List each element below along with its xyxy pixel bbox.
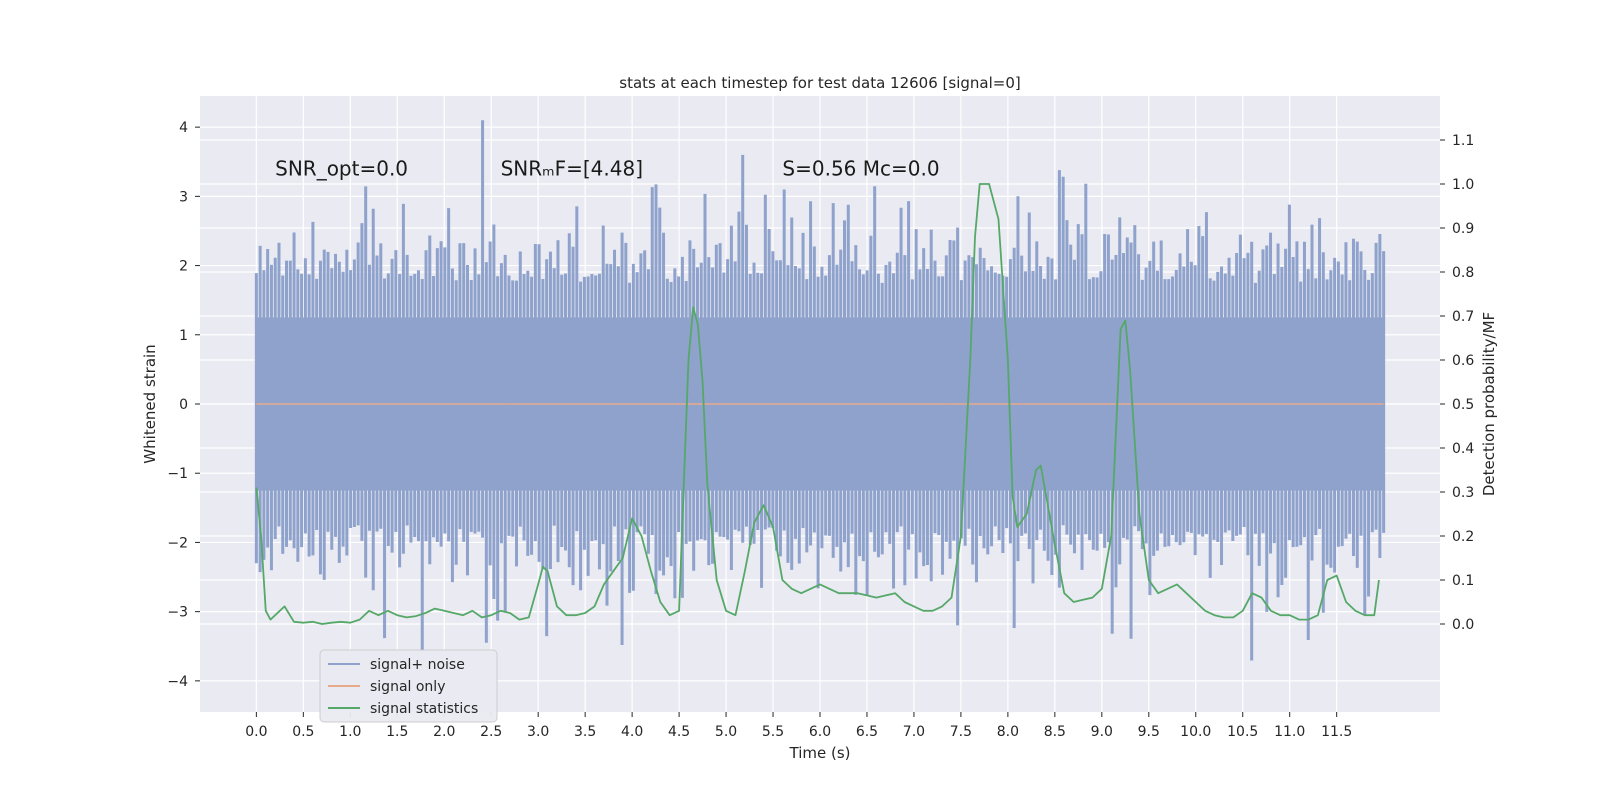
y-right-tick-label: 0.4 (1452, 441, 1474, 457)
legend-box (319, 649, 498, 723)
x-tick-label: 0.0 (245, 724, 267, 740)
y-right-tick-label: 0.3 (1452, 485, 1474, 501)
y-left-tick-label: 4 (179, 120, 188, 136)
x-tick-label: 3.5 (574, 724, 596, 740)
legend-label-signal-statistics: signal statistics (370, 701, 478, 717)
y-left-axis-ticks: −4 −3 −2 −1 0 1 2 3 4 (167, 120, 200, 690)
x-tick-label: 7.5 (950, 724, 972, 740)
x-tick-label: 9.0 (1091, 724, 1113, 740)
y-left-axis-label: Whitened strain (141, 344, 159, 463)
x-tick-label: 8.0 (997, 724, 1019, 740)
y-right-axis-label: Detection probability/MF (1480, 312, 1498, 496)
x-tick-label: 10.0 (1180, 724, 1211, 740)
y-left-tick-label: −1 (167, 466, 188, 482)
x-tick-label: 3.0 (527, 724, 549, 740)
y-right-tick-label: 0.6 (1452, 353, 1474, 369)
chart-title: stats at each timestep for test data 126… (619, 74, 1020, 92)
annotation-text: S=0.56 Mᴄ=0.0 (782, 157, 939, 181)
x-tick-label: 7.0 (903, 724, 925, 740)
y-right-tick-label: 0.5 (1452, 397, 1474, 413)
y-right-tick-label: 0.7 (1452, 309, 1474, 325)
x-tick-label: 1.0 (339, 724, 361, 740)
y-right-tick-label: 0.8 (1452, 265, 1474, 281)
x-tick-label: 8.5 (1044, 724, 1066, 740)
x-tick-label: 6.5 (856, 724, 878, 740)
x-axis-ticks: 0.0 0.5 1.0 1.5 2.0 2.5 3.0 3.5 4.0 4.5 5.0 5.5 6.0 6… (245, 712, 1352, 740)
y-right-tick-label: 1.0 (1452, 177, 1474, 193)
series-signal-statistics (255, 183, 1380, 625)
y-right-tick-label: 1.1 (1452, 133, 1474, 149)
x-tick-label: 5.0 (715, 724, 737, 740)
y-right-axis-ticks: 0.0 0.1 0.2 0.3 0.4 0.5 0.6 0.7 0.8 0.9 1.0 1.1 (1440, 133, 1474, 633)
y-left-tick-label: −2 (167, 535, 188, 551)
x-tick-label: 4.0 (621, 724, 643, 740)
annotation-text: SNR_opt=0.0 (275, 157, 408, 181)
y-left-tick-label: −4 (167, 674, 188, 690)
annotation-text: SNRₘF=[4.48] (501, 157, 643, 181)
y-right-tick-label: 0.2 (1452, 529, 1474, 545)
legend-label-signal-only: signal only (370, 679, 445, 695)
x-tick-label: 11.0 (1274, 724, 1305, 740)
x-tick-label: 1.5 (386, 724, 408, 740)
x-axis-label: Time (s) (789, 744, 851, 762)
x-tick-label: 2.5 (480, 724, 502, 740)
x-tick-label: 11.5 (1321, 724, 1352, 740)
y-left-tick-label: 1 (179, 328, 188, 344)
x-tick-label: 6.0 (809, 724, 831, 740)
signal-statistics-line (255, 183, 1380, 625)
legend: signal+ noise signal only signal statist… (319, 649, 498, 723)
x-tick-label: 9.5 (1138, 724, 1160, 740)
x-tick-label: 10.5 (1227, 724, 1258, 740)
x-tick-label: 4.5 (668, 724, 690, 740)
y-left-tick-label: −3 (167, 605, 188, 621)
y-left-tick-label: 2 (179, 259, 188, 275)
x-tick-label: 5.5 (762, 724, 784, 740)
y-right-tick-label: 0.9 (1452, 221, 1474, 237)
annotations: SNR_opt=0.0 SNRₘF=[4.48] S=0.56 Mᴄ=0.0 (275, 157, 939, 181)
y-right-tick-label: 0.1 (1452, 573, 1474, 589)
y-left-tick-label: 0 (179, 397, 188, 413)
legend-label-signal-noise: signal+ noise (370, 657, 465, 673)
x-tick-label: 0.5 (292, 724, 314, 740)
y-right-tick-label: 0.0 (1452, 617, 1474, 633)
x-tick-label: 2.0 (433, 724, 455, 740)
y-left-tick-label: 3 (179, 189, 188, 205)
